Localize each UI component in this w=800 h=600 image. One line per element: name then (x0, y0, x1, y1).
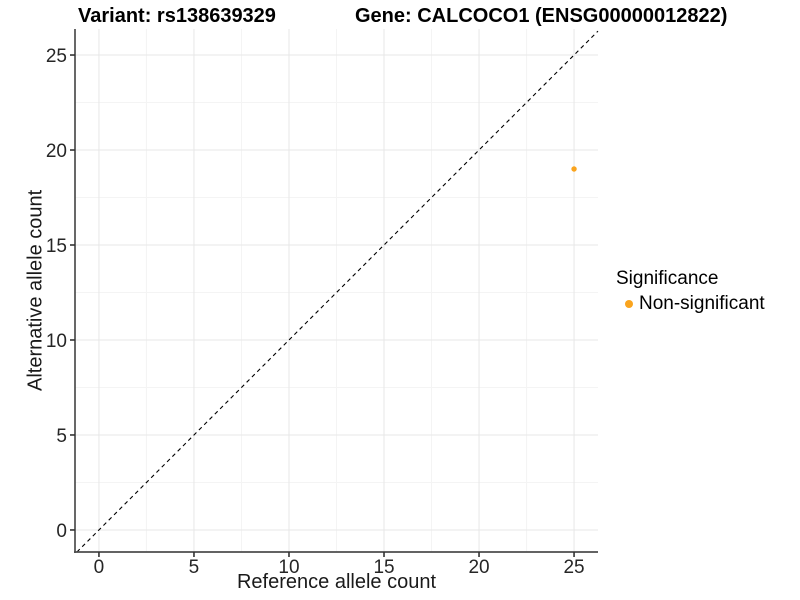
y-tick-label: 20 (46, 141, 67, 162)
legend-title: Significance (616, 268, 719, 289)
data-point (571, 166, 577, 172)
x-axis-title: Reference allele count (236, 571, 436, 593)
y-tick-label: 0 (56, 521, 67, 542)
identity-line (76, 30, 599, 553)
x-tick-label: 20 (468, 557, 489, 578)
legend-item: Non-significant (616, 293, 765, 315)
y-tick-label: 10 (46, 331, 67, 352)
plot-title-variant: Variant: rs138639329 (78, 5, 276, 27)
x-tick-label: 10 (278, 557, 299, 578)
y-tick-label: 15 (46, 236, 67, 257)
y-axis-title: Alternative allele count (24, 189, 47, 392)
legend-item-label: Non-significant (639, 293, 765, 314)
y-tick-label: 5 (56, 426, 67, 447)
x-tick-label: 25 (563, 557, 584, 578)
y-tick-label: 25 (46, 46, 67, 67)
x-tick-label: 0 (94, 557, 105, 578)
legend: Significance Non-significant (616, 268, 765, 315)
x-tick-label: 5 (189, 557, 200, 578)
x-tick-label: 15 (373, 557, 394, 578)
legend-key-point-icon (625, 300, 633, 308)
plot-title-gene: Gene: CALCOCO1 (ENSG00000012822) (355, 5, 728, 27)
